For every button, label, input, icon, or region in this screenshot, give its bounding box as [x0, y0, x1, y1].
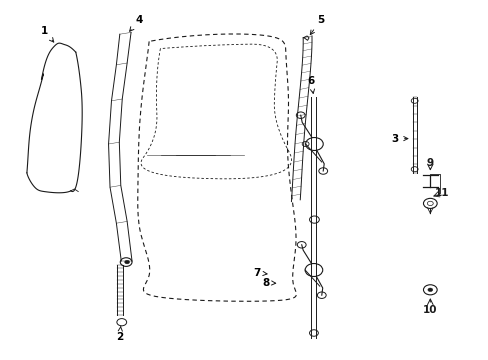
- Text: 9: 9: [426, 158, 433, 168]
- Text: 7: 7: [252, 268, 266, 278]
- Text: 10: 10: [422, 305, 437, 315]
- Circle shape: [427, 288, 432, 292]
- Text: 3: 3: [391, 134, 407, 144]
- Text: 1: 1: [41, 26, 54, 42]
- Text: 6: 6: [307, 76, 314, 93]
- Text: 2: 2: [116, 326, 123, 342]
- Text: 5: 5: [310, 15, 324, 35]
- Circle shape: [124, 260, 129, 264]
- Text: 4: 4: [129, 15, 143, 31]
- Text: 11: 11: [433, 188, 448, 198]
- Text: 8: 8: [262, 278, 275, 288]
